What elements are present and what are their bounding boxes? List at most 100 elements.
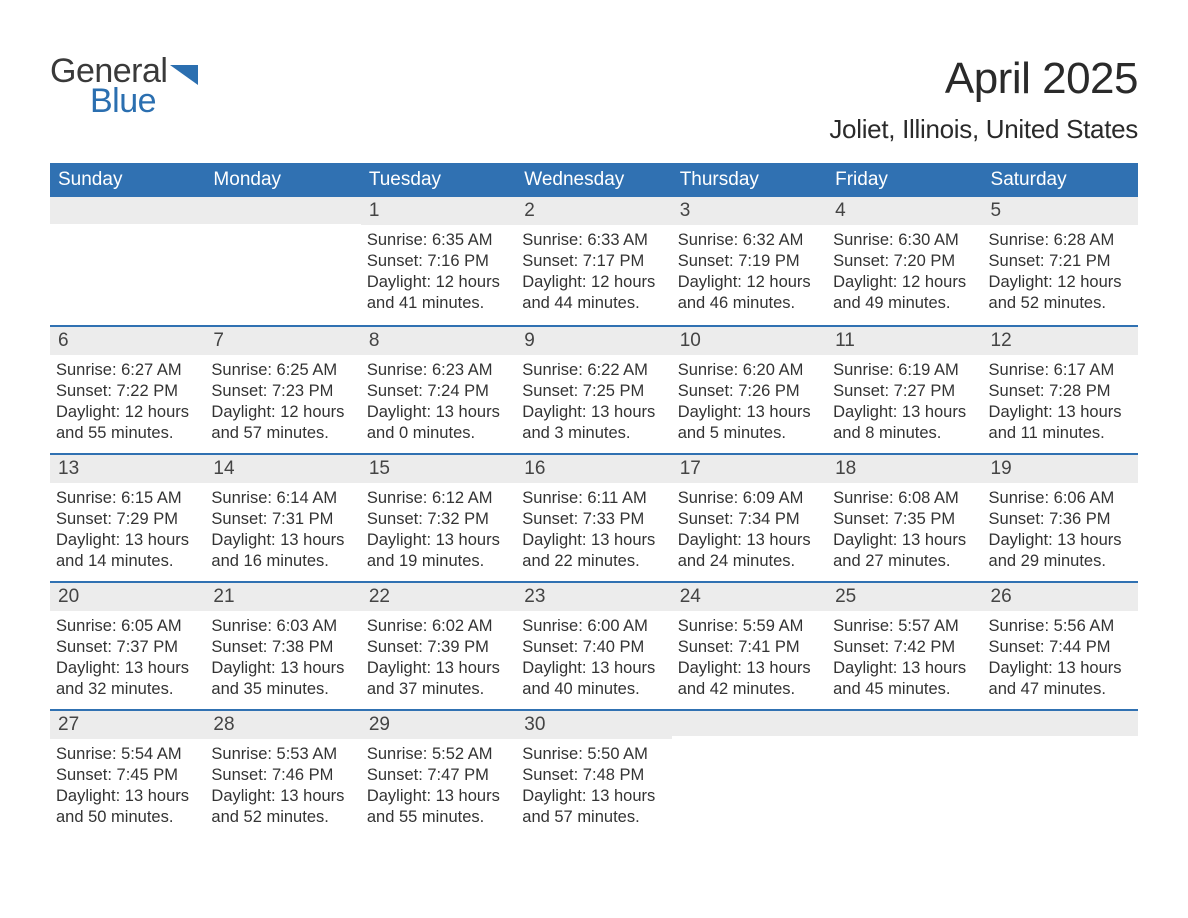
day-details: Sunrise: 6:11 AMSunset: 7:33 PMDaylight:… [516, 483, 671, 572]
sunrise-line: Sunrise: 6:02 AM [367, 616, 510, 637]
sunset-line: Sunset: 7:35 PM [833, 509, 976, 530]
calendar-day: 8Sunrise: 6:23 AMSunset: 7:24 PMDaylight… [361, 325, 516, 453]
weekday-header-row: SundayMondayTuesdayWednesdayThursdayFrid… [50, 163, 1138, 197]
calendar-day: 19Sunrise: 6:06 AMSunset: 7:36 PMDayligh… [983, 453, 1138, 581]
sunrise-line: Sunrise: 5:57 AM [833, 616, 976, 637]
day-details: Sunrise: 6:25 AMSunset: 7:23 PMDaylight:… [205, 355, 360, 444]
calendar-day: 7Sunrise: 6:25 AMSunset: 7:23 PMDaylight… [205, 325, 360, 453]
day-number: 21 [205, 583, 360, 611]
calendar-week: 1Sunrise: 6:35 AMSunset: 7:16 PMDaylight… [50, 197, 1138, 325]
daylight-line: Daylight: 13 hours and 22 minutes. [522, 530, 665, 572]
calendar-day: 14Sunrise: 6:14 AMSunset: 7:31 PMDayligh… [205, 453, 360, 581]
sunset-line: Sunset: 7:46 PM [211, 765, 354, 786]
sunrise-line: Sunrise: 6:05 AM [56, 616, 199, 637]
calendar-day: 1Sunrise: 6:35 AMSunset: 7:16 PMDaylight… [361, 197, 516, 325]
sunset-line: Sunset: 7:41 PM [678, 637, 821, 658]
sunrise-line: Sunrise: 6:20 AM [678, 360, 821, 381]
day-details: Sunrise: 6:09 AMSunset: 7:34 PMDaylight:… [672, 483, 827, 572]
sunrise-line: Sunrise: 6:28 AM [989, 230, 1132, 251]
sunrise-line: Sunrise: 5:54 AM [56, 744, 199, 765]
daylight-line: Daylight: 13 hours and 11 minutes. [989, 402, 1132, 444]
sunrise-line: Sunrise: 6:22 AM [522, 360, 665, 381]
calendar-week: 13Sunrise: 6:15 AMSunset: 7:29 PMDayligh… [50, 453, 1138, 581]
daylight-line: Daylight: 12 hours and 44 minutes. [522, 272, 665, 314]
daylight-line: Daylight: 12 hours and 57 minutes. [211, 402, 354, 444]
day-details: Sunrise: 6:20 AMSunset: 7:26 PMDaylight:… [672, 355, 827, 444]
calendar-day: 10Sunrise: 6:20 AMSunset: 7:26 PMDayligh… [672, 325, 827, 453]
location: Joliet, Illinois, United States [829, 114, 1138, 145]
daylight-line: Daylight: 13 hours and 35 minutes. [211, 658, 354, 700]
sunset-line: Sunset: 7:48 PM [522, 765, 665, 786]
day-details: Sunrise: 6:30 AMSunset: 7:20 PMDaylight:… [827, 225, 982, 314]
calendar-day: 2Sunrise: 6:33 AMSunset: 7:17 PMDaylight… [516, 197, 671, 325]
day-details: Sunrise: 6:23 AMSunset: 7:24 PMDaylight:… [361, 355, 516, 444]
calendar-day: 3Sunrise: 6:32 AMSunset: 7:19 PMDaylight… [672, 197, 827, 325]
calendar-day: 4Sunrise: 6:30 AMSunset: 7:20 PMDaylight… [827, 197, 982, 325]
sunrise-line: Sunrise: 6:11 AM [522, 488, 665, 509]
calendar-day-empty [205, 197, 360, 325]
calendar-day: 13Sunrise: 6:15 AMSunset: 7:29 PMDayligh… [50, 453, 205, 581]
sunrise-line: Sunrise: 6:25 AM [211, 360, 354, 381]
calendar-day: 17Sunrise: 6:09 AMSunset: 7:34 PMDayligh… [672, 453, 827, 581]
daylight-line: Daylight: 13 hours and 45 minutes. [833, 658, 976, 700]
calendar-day: 5Sunrise: 6:28 AMSunset: 7:21 PMDaylight… [983, 197, 1138, 325]
day-number: 27 [50, 711, 205, 739]
day-number: 3 [672, 197, 827, 225]
title-block: April 2025 Joliet, Illinois, United Stat… [829, 54, 1138, 145]
sunset-line: Sunset: 7:40 PM [522, 637, 665, 658]
sunrise-line: Sunrise: 6:00 AM [522, 616, 665, 637]
calendar-day-empty [50, 197, 205, 325]
calendar-day: 16Sunrise: 6:11 AMSunset: 7:33 PMDayligh… [516, 453, 671, 581]
sunrise-line: Sunrise: 6:19 AM [833, 360, 976, 381]
daylight-line: Daylight: 13 hours and 32 minutes. [56, 658, 199, 700]
sunset-line: Sunset: 7:47 PM [367, 765, 510, 786]
daylight-line: Daylight: 13 hours and 14 minutes. [56, 530, 199, 572]
day-details: Sunrise: 6:22 AMSunset: 7:25 PMDaylight:… [516, 355, 671, 444]
calendar-day: 29Sunrise: 5:52 AMSunset: 7:47 PMDayligh… [361, 709, 516, 837]
day-details: Sunrise: 6:02 AMSunset: 7:39 PMDaylight:… [361, 611, 516, 700]
daylight-line: Daylight: 12 hours and 46 minutes. [678, 272, 821, 314]
day-number-empty [50, 197, 205, 224]
daylight-line: Daylight: 12 hours and 41 minutes. [367, 272, 510, 314]
daylight-line: Daylight: 13 hours and 27 minutes. [833, 530, 976, 572]
day-number-empty [983, 709, 1138, 736]
daylight-line: Daylight: 13 hours and 57 minutes. [522, 786, 665, 828]
day-details: Sunrise: 6:08 AMSunset: 7:35 PMDaylight:… [827, 483, 982, 572]
sunrise-line: Sunrise: 6:12 AM [367, 488, 510, 509]
daylight-line: Daylight: 13 hours and 24 minutes. [678, 530, 821, 572]
logo-word2: Blue [90, 84, 198, 118]
day-details: Sunrise: 6:12 AMSunset: 7:32 PMDaylight:… [361, 483, 516, 572]
calendar-week: 6Sunrise: 6:27 AMSunset: 7:22 PMDaylight… [50, 325, 1138, 453]
daylight-line: Daylight: 13 hours and 29 minutes. [989, 530, 1132, 572]
sunset-line: Sunset: 7:23 PM [211, 381, 354, 402]
daylight-line: Daylight: 13 hours and 0 minutes. [367, 402, 510, 444]
weekday-header: Tuesday [361, 163, 516, 197]
calendar-day: 24Sunrise: 5:59 AMSunset: 7:41 PMDayligh… [672, 581, 827, 709]
header: General Blue April 2025 Joliet, Illinois… [50, 54, 1138, 145]
daylight-line: Daylight: 12 hours and 55 minutes. [56, 402, 199, 444]
calendar-week: 27Sunrise: 5:54 AMSunset: 7:45 PMDayligh… [50, 709, 1138, 837]
day-number: 9 [516, 327, 671, 355]
daylight-line: Daylight: 13 hours and 8 minutes. [833, 402, 976, 444]
day-details: Sunrise: 6:35 AMSunset: 7:16 PMDaylight:… [361, 225, 516, 314]
day-number: 30 [516, 711, 671, 739]
calendar-day: 30Sunrise: 5:50 AMSunset: 7:48 PMDayligh… [516, 709, 671, 837]
calendar-page: General Blue April 2025 Joliet, Illinois… [0, 0, 1188, 918]
day-details: Sunrise: 6:00 AMSunset: 7:40 PMDaylight:… [516, 611, 671, 700]
calendar-table: SundayMondayTuesdayWednesdayThursdayFrid… [50, 163, 1138, 837]
calendar-day: 22Sunrise: 6:02 AMSunset: 7:39 PMDayligh… [361, 581, 516, 709]
day-number: 25 [827, 583, 982, 611]
sunset-line: Sunset: 7:29 PM [56, 509, 199, 530]
day-number: 14 [205, 455, 360, 483]
day-number: 4 [827, 197, 982, 225]
sunset-line: Sunset: 7:22 PM [56, 381, 199, 402]
day-number: 11 [827, 327, 982, 355]
weekday-header: Monday [205, 163, 360, 197]
sunset-line: Sunset: 7:21 PM [989, 251, 1132, 272]
sunset-line: Sunset: 7:25 PM [522, 381, 665, 402]
daylight-line: Daylight: 13 hours and 37 minutes. [367, 658, 510, 700]
calendar-day: 18Sunrise: 6:08 AMSunset: 7:35 PMDayligh… [827, 453, 982, 581]
sunset-line: Sunset: 7:17 PM [522, 251, 665, 272]
daylight-line: Daylight: 13 hours and 5 minutes. [678, 402, 821, 444]
sunset-line: Sunset: 7:38 PM [211, 637, 354, 658]
